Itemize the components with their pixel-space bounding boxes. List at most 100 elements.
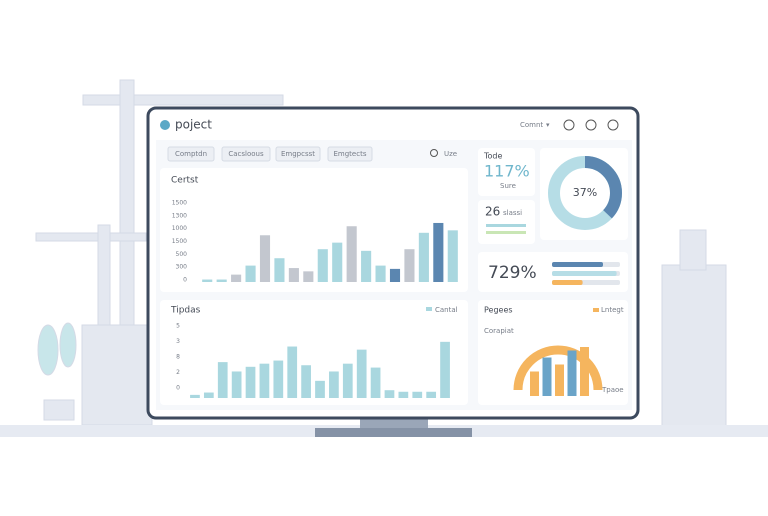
card-value: 117% xyxy=(484,162,530,181)
icon[interactable] xyxy=(607,119,619,131)
bar xyxy=(361,250,372,282)
menu-caret: ▾ xyxy=(546,121,550,129)
label: Tpaoe xyxy=(601,386,624,394)
crane-tower xyxy=(119,79,135,331)
bar xyxy=(288,268,299,282)
card-title: Pegees xyxy=(484,306,513,315)
bar xyxy=(555,364,564,396)
bar xyxy=(342,363,353,398)
logo xyxy=(160,120,170,130)
legend: Lntegt xyxy=(601,306,624,314)
bar xyxy=(273,360,284,398)
bar xyxy=(245,366,256,398)
panel-title: Tipdas xyxy=(170,306,201,316)
crane-arm xyxy=(35,232,147,242)
bar xyxy=(375,265,386,282)
bar xyxy=(332,242,343,282)
monitor-stand xyxy=(315,428,472,437)
bar xyxy=(245,265,256,282)
legend-swatch xyxy=(593,308,599,312)
bar xyxy=(301,365,311,398)
bar xyxy=(217,362,228,398)
donut-label: 37% xyxy=(573,186,597,199)
y-tick-label: 1300 xyxy=(172,212,187,219)
y-tick-label: 2 xyxy=(176,369,180,376)
label: Corapiat xyxy=(484,327,514,335)
tab[interactable] xyxy=(275,146,321,162)
card-title: Tode xyxy=(483,152,503,161)
tab-label[interactable]: Emgpcsst xyxy=(281,150,315,158)
tab-label[interactable]: Cacsloous xyxy=(228,150,264,158)
bar xyxy=(384,390,395,398)
tab[interactable] xyxy=(327,146,373,162)
y-tick-label: 1500 xyxy=(172,238,187,245)
bar xyxy=(412,391,423,398)
card-value: 729% xyxy=(488,263,537,283)
plant-leaf xyxy=(37,324,59,376)
progress-line xyxy=(486,231,526,234)
search-icon[interactable] xyxy=(430,149,438,157)
building xyxy=(661,264,727,429)
bar xyxy=(329,371,339,398)
bar xyxy=(404,249,415,282)
panel-title: Certst xyxy=(171,176,199,186)
panel xyxy=(160,168,468,292)
bar xyxy=(274,258,285,282)
card-caption: slassi xyxy=(503,209,522,217)
crane-arm xyxy=(82,94,284,106)
tab[interactable] xyxy=(167,146,215,162)
y-tick-label: 5 xyxy=(176,323,180,330)
icon[interactable] xyxy=(563,119,575,131)
y-tick-label: 0 xyxy=(183,277,187,284)
icon[interactable] xyxy=(585,119,597,131)
bar xyxy=(216,279,227,282)
legend-swatch xyxy=(426,307,432,311)
progress-bar xyxy=(552,262,603,267)
card-value: 26 xyxy=(485,205,500,219)
bar xyxy=(231,371,242,398)
y-tick-label: 1500 xyxy=(172,200,187,207)
bar xyxy=(303,271,314,282)
y-tick-label: 3 xyxy=(176,338,180,345)
progress-bar xyxy=(552,271,617,276)
bar xyxy=(346,226,357,282)
bar xyxy=(433,222,444,282)
bar xyxy=(317,249,328,282)
bar xyxy=(370,367,381,398)
y-tick-label: 500 xyxy=(176,251,188,258)
bar xyxy=(231,274,242,282)
bar xyxy=(580,347,589,396)
bar xyxy=(315,380,325,398)
tab-label[interactable]: Emgtects xyxy=(334,150,367,158)
search-text[interactable]: Uze xyxy=(444,150,457,158)
progress-line xyxy=(486,224,526,227)
building xyxy=(81,324,153,426)
bar xyxy=(203,392,214,398)
gauge-arc xyxy=(513,345,603,391)
bar xyxy=(418,232,429,282)
tab[interactable] xyxy=(221,146,271,162)
bar xyxy=(202,279,213,282)
plant-leaf xyxy=(59,322,77,368)
crane-tower xyxy=(97,224,111,336)
bar xyxy=(426,391,437,398)
donut-segment xyxy=(548,156,622,230)
legend: Cantal xyxy=(435,306,458,314)
background xyxy=(35,79,727,429)
card-caption: Sure xyxy=(500,182,516,190)
pot xyxy=(43,399,75,421)
bar xyxy=(259,363,270,398)
bar xyxy=(398,391,409,398)
bar xyxy=(447,230,458,282)
menu[interactable]: Comnt xyxy=(520,121,543,129)
bar xyxy=(389,268,401,282)
y-tick-label: 8 xyxy=(176,354,180,361)
y-tick-label: 300 xyxy=(176,264,188,271)
bar xyxy=(356,349,367,398)
y-tick-label: 0 xyxy=(176,385,180,392)
tab-label[interactable]: Comptdn xyxy=(175,150,207,158)
brand: poject xyxy=(175,118,212,132)
panel xyxy=(160,300,468,405)
y-tick-label: 1000 xyxy=(172,225,187,232)
